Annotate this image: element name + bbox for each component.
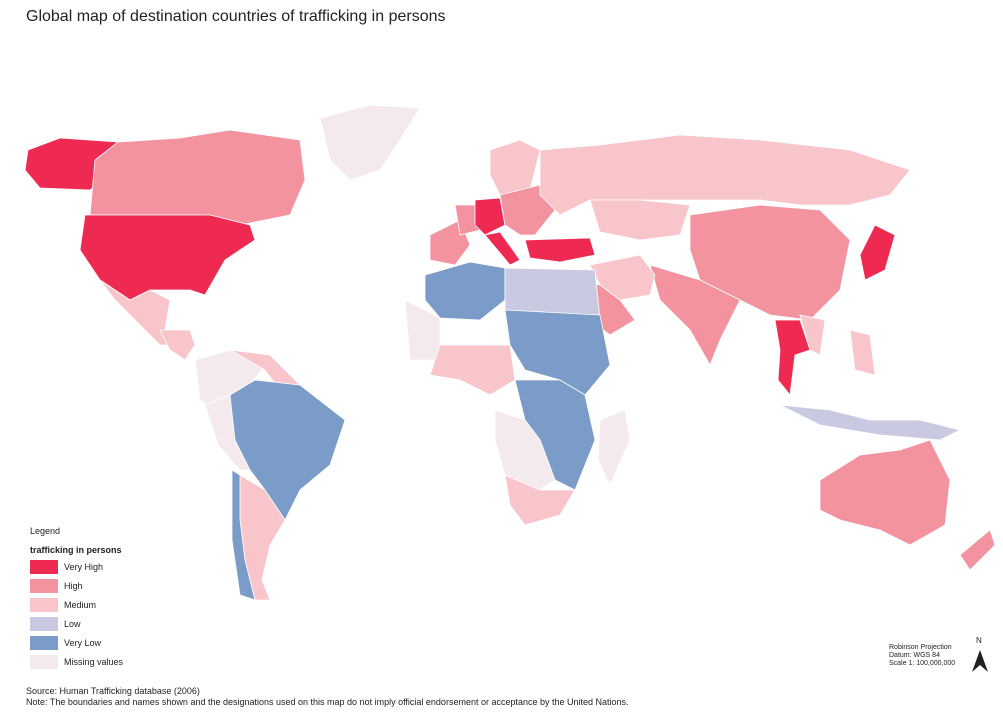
country	[504, 474, 576, 526]
note: Note: The boundaries and names shown and…	[26, 697, 629, 707]
country	[849, 329, 876, 376]
source: Source: Human Trafficking database (2006…	[26, 686, 200, 696]
country	[494, 409, 556, 491]
projection-line: Robinson Projection	[889, 644, 952, 651]
country	[819, 439, 951, 546]
legend-swatch	[30, 560, 58, 574]
projection-info: Robinson Projection Datum: WGS 84 Scale …	[889, 644, 955, 668]
map-title: Global map of destination countries of t…	[26, 8, 446, 25]
country	[89, 129, 306, 226]
legend-label: Very Low	[64, 638, 102, 648]
legend-heading: Legend	[30, 526, 61, 536]
country	[429, 344, 516, 396]
country	[779, 404, 962, 441]
legend-swatch	[30, 579, 58, 593]
legend-label: Missing values	[64, 657, 124, 667]
projection-line: Datum: WGS 84	[889, 652, 940, 659]
country	[597, 409, 631, 486]
country	[959, 529, 996, 571]
legend-swatch	[30, 617, 58, 631]
country	[204, 394, 251, 471]
north-label: N	[976, 636, 982, 645]
country	[424, 261, 506, 321]
legend-title: trafficking in persons	[30, 545, 122, 555]
legend-swatch	[30, 655, 58, 669]
legend-swatch	[30, 636, 58, 650]
country	[474, 197, 506, 236]
country	[484, 231, 521, 266]
legend-label: Medium	[64, 600, 97, 610]
country	[79, 214, 256, 301]
country	[649, 264, 741, 366]
country	[524, 237, 596, 263]
country	[589, 199, 691, 241]
projection-line: Scale 1: 100,000,000	[889, 660, 956, 667]
country	[539, 134, 911, 216]
legend-label: Very High	[64, 562, 104, 572]
legend-swatch	[30, 598, 58, 612]
legend-label: Low	[64, 619, 81, 629]
legend-label: High	[64, 581, 83, 591]
country	[799, 314, 826, 356]
country	[159, 329, 196, 361]
country	[231, 469, 256, 601]
country	[319, 104, 421, 181]
country	[859, 224, 896, 281]
country	[774, 319, 811, 396]
